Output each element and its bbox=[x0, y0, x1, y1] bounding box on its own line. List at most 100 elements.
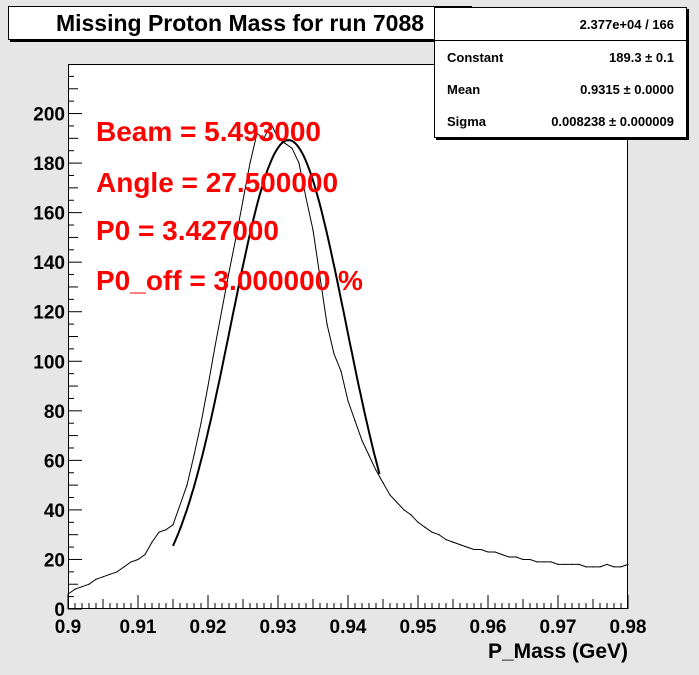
stats-label: Constant bbox=[447, 49, 504, 65]
histogram-point bbox=[382, 482, 384, 484]
y-tick-label: 180 bbox=[33, 154, 65, 175]
y-tick-label: 80 bbox=[44, 402, 65, 423]
chart-title-text: Missing Proton Mass for run 7088 bbox=[55, 9, 425, 36]
histogram-point bbox=[557, 563, 559, 566]
histogram-point bbox=[606, 563, 608, 566]
histogram-point bbox=[270, 122, 272, 125]
stats-entries-text: 2.377e+04 / 166 bbox=[579, 16, 674, 32]
histogram-point bbox=[81, 586, 83, 588]
histogram-point bbox=[207, 385, 209, 387]
histogram-point bbox=[200, 422, 202, 424]
histogram-point bbox=[235, 236, 237, 239]
histogram-point bbox=[599, 566, 601, 568]
histogram-point bbox=[193, 454, 195, 457]
y-tick-label: 120 bbox=[33, 303, 65, 324]
y-tick-label: 20 bbox=[44, 550, 65, 571]
histogram-point bbox=[410, 514, 412, 516]
histogram-point bbox=[312, 229, 314, 231]
histogram-point bbox=[536, 561, 538, 563]
stats-row-sigma: Sigma 0.008238 ± 0.000009 bbox=[435, 105, 686, 137]
histogram-point bbox=[627, 563, 629, 566]
histogram-point bbox=[249, 162, 251, 164]
histogram-point bbox=[326, 323, 328, 325]
histogram-point bbox=[95, 578, 97, 580]
histogram-point bbox=[179, 504, 181, 506]
histogram-point bbox=[144, 553, 146, 556]
stats-label: Sigma bbox=[447, 113, 487, 129]
histogram-point bbox=[438, 534, 440, 536]
histogram-point bbox=[228, 271, 230, 273]
histogram-point bbox=[88, 583, 90, 585]
histogram-point bbox=[130, 561, 132, 563]
histogram-point bbox=[256, 132, 258, 134]
histogram-point bbox=[67, 593, 69, 595]
histogram-point bbox=[305, 197, 307, 199]
histogram-point bbox=[109, 573, 111, 575]
histogram-point bbox=[564, 563, 566, 566]
histogram-point bbox=[214, 345, 216, 348]
histogram-point bbox=[165, 529, 167, 531]
stats-label: Mean bbox=[447, 81, 481, 97]
histogram-point bbox=[578, 563, 580, 566]
stats-value: 0.008238 ± 0.000009 bbox=[551, 113, 674, 129]
histogram-point bbox=[452, 541, 454, 543]
histogram-point bbox=[333, 353, 335, 355]
series-layer bbox=[67, 122, 629, 595]
red-annotation: Angle = 27.500000 bbox=[96, 167, 338, 198]
y-tick-label: 140 bbox=[33, 253, 65, 274]
x-axis-label: P_Mass (GeV) bbox=[488, 640, 628, 663]
histogram-point bbox=[263, 137, 265, 139]
y-tick-label: 40 bbox=[44, 501, 65, 522]
histogram-point bbox=[123, 566, 125, 568]
histogram-point bbox=[466, 546, 468, 548]
histogram-point bbox=[480, 548, 482, 551]
histogram-point bbox=[186, 484, 188, 486]
histogram-point bbox=[613, 566, 615, 568]
histogram-point bbox=[487, 551, 489, 553]
histogram-point bbox=[403, 509, 405, 511]
stats-value: 189.3 ± 0.1 bbox=[609, 49, 674, 65]
x-tick-label: 0.94 bbox=[330, 617, 367, 638]
annotation-layer: Beam = 5.493000 Angle = 27.500000 P0 = 3.4… bbox=[96, 116, 363, 296]
histogram-point bbox=[137, 558, 139, 561]
fit-layer bbox=[172, 139, 381, 547]
red-annotation: P0_off = 3.000000 % bbox=[96, 265, 363, 296]
stats-box: 2.377e+04 / 166 Constant 189.3 ± 0.1 Mea… bbox=[434, 7, 687, 138]
x-tick-label: 0.92 bbox=[190, 617, 227, 638]
y-tick-label: 200 bbox=[33, 105, 65, 126]
histogram-point bbox=[102, 576, 104, 578]
histogram-point bbox=[396, 501, 398, 504]
red-annotation: P0 = 3.427000 bbox=[96, 215, 279, 246]
histogram-point bbox=[585, 566, 587, 568]
histogram-point bbox=[459, 543, 461, 546]
x-tick-label: 0.97 bbox=[540, 617, 577, 638]
stats-row-mean: Mean 0.9315 ± 0.0000 bbox=[435, 73, 686, 105]
histogram-point bbox=[522, 558, 524, 561]
red-annotation: Beam = 5.493000 bbox=[96, 116, 321, 147]
histogram-point bbox=[620, 566, 622, 568]
histogram-point bbox=[151, 541, 153, 543]
x-tick-label: 0.91 bbox=[120, 617, 157, 638]
histogram-point bbox=[116, 571, 118, 573]
histogram-point bbox=[529, 558, 531, 561]
histogram-point bbox=[221, 308, 223, 310]
stats-entries: 2.377e+04 / 166 bbox=[435, 8, 686, 41]
stats-value: 0.9315 ± 0.0000 bbox=[580, 81, 674, 97]
y-tick-label: 0 bbox=[54, 600, 65, 621]
histogram-point bbox=[571, 563, 573, 566]
y-tick-label: 160 bbox=[33, 204, 65, 225]
histogram-point bbox=[368, 454, 370, 457]
x-tick-label: 0.95 bbox=[400, 617, 437, 638]
histogram-point bbox=[543, 561, 545, 563]
histogram-point bbox=[361, 439, 363, 442]
histogram-point bbox=[291, 147, 293, 149]
histogram-point bbox=[417, 521, 419, 523]
histogram-point bbox=[501, 553, 503, 556]
histogram-point bbox=[172, 524, 174, 526]
histogram-point bbox=[298, 162, 300, 164]
histogram-point bbox=[319, 276, 321, 278]
gaussian-fit-curve bbox=[172, 139, 381, 547]
histogram-point bbox=[389, 494, 391, 496]
histogram-point bbox=[508, 556, 510, 558]
